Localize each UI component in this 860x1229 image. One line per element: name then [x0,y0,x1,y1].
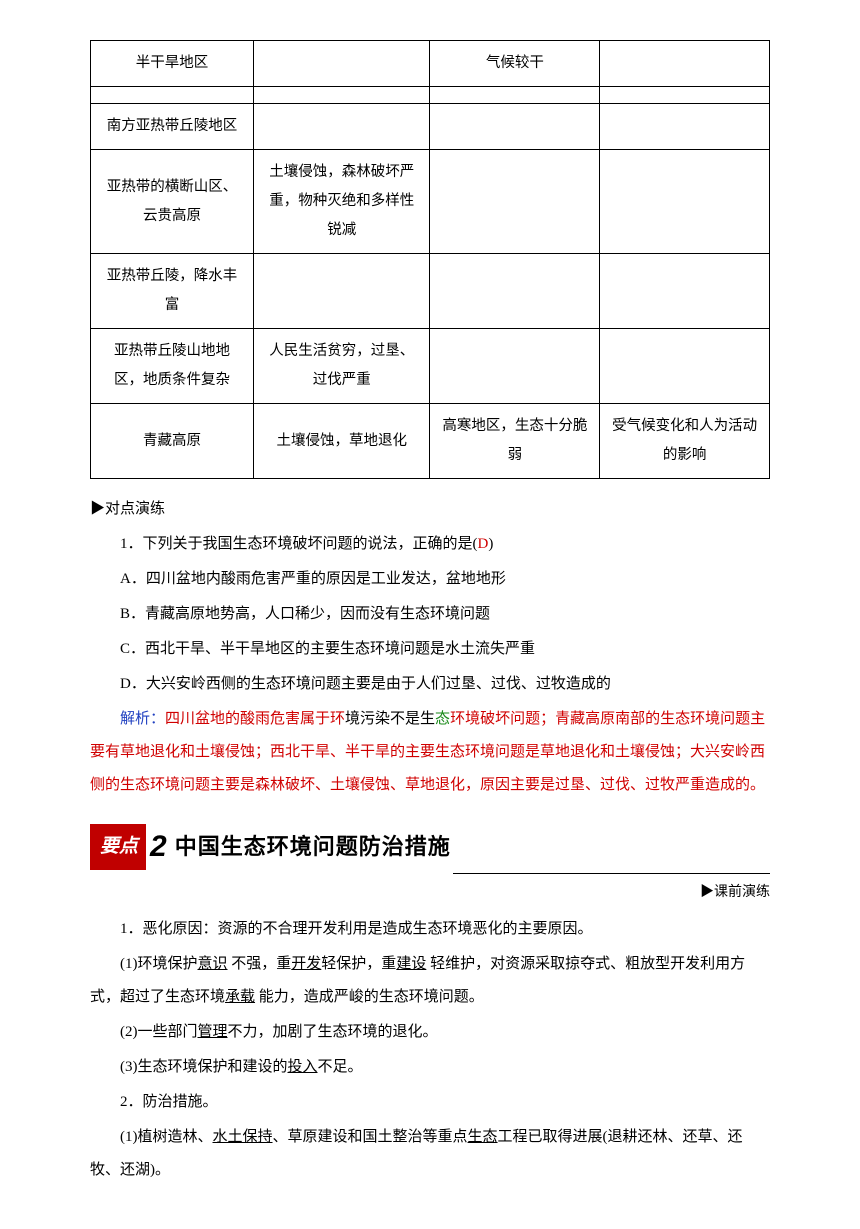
cell: 亚热带的横断山区、云贵高原 [91,150,254,254]
analysis-text-3: 态 [435,711,450,727]
point-2-1: (1)植树造林、水土保持、草原建设和国土整治等重点生态工程已取得进展(退耕还林、… [90,1121,770,1187]
cell [430,104,600,150]
cell [91,87,254,104]
heading-number: 2 [150,814,167,880]
underline-word: 建设 [396,956,426,972]
underline-word: 承载 [225,989,255,1005]
answer-letter: D [478,536,489,552]
heading-title: 中国生态环境问题防治措施 [175,823,451,871]
cell: 气候较干 [430,41,600,87]
point-1-2: (2)一些部门管理不力，加剧了生态环境的退化。 [90,1016,770,1049]
analysis-label: 解析： [120,711,165,727]
txt: (1)环境保护 [120,956,198,972]
underline-word: 意识 [198,956,228,972]
table-row: 南方亚热带丘陵地区 [91,104,770,150]
cell [600,104,770,150]
txt: 能力，造成严峻的生态环境问题。 [255,989,484,1005]
cell [430,150,600,254]
cell [600,254,770,329]
cell [253,104,430,150]
analysis-text-1: 四川盆地的酸雨危害属于环 [165,711,345,727]
cell [253,41,430,87]
cell [600,150,770,254]
analysis-text-2: 境污染不是生 [345,711,435,727]
keypoint-heading: 要点 2 中国生态环境问题防治措施 [90,814,770,880]
cell: 土壤侵蚀，草地退化 [253,404,430,479]
underline-word: 开发 [291,956,321,972]
cell [430,254,600,329]
cell [430,87,600,104]
cell: 人民生活贫穷，过垦、过伐严重 [253,329,430,404]
cell: 高寒地区，生态十分脆弱 [430,404,600,479]
point-1-1: (1)环境保护意识 不强，重开发轻保护，重建设 轻维护，对资源采取掠夺式、粗放型… [90,948,770,1014]
table-row: 亚热带丘陵山地地区，地质条件复杂 人民生活贫穷，过垦、过伐严重 [91,329,770,404]
cell: 受气候变化和人为活动的影响 [600,404,770,479]
underline-word: 生态 [468,1129,498,1145]
point-2: 2．防治措施。 [90,1086,770,1119]
eco-table: 半干旱地区 气候较干 南方亚热带丘陵地区 亚热带的横断山区、云贵高原 土壤侵蚀，… [90,40,770,479]
cell: 土壤侵蚀，森林破坏严重，物种灭绝和多样性锐减 [253,150,430,254]
underline-word: 投入 [288,1059,318,1075]
txt: (3)生态环境保护和建设的 [120,1059,288,1075]
txt: 、草原建设和国土整治等重点 [273,1129,468,1145]
question-1-stem: 1．下列关于我国生态环境破坏问题的说法，正确的是(D) [90,528,770,561]
cell [253,254,430,329]
table-row: 亚热带丘陵，降水丰富 [91,254,770,329]
point-1: 1．恶化原因：资源的不合理开发利用是造成生态环境恶化的主要原因。 [90,913,770,946]
cell: 半干旱地区 [91,41,254,87]
table-row: 亚热带的横断山区、云贵高原 土壤侵蚀，森林破坏严重，物种灭绝和多样性锐减 [91,150,770,254]
point-1-3: (3)生态环境保护和建设的投入不足。 [90,1051,770,1084]
cell [600,87,770,104]
analysis: 解析：四川盆地的酸雨危害属于环境污染不是生态环境破坏问题；青藏高原南部的生态环境… [90,703,770,802]
underline-word: 水土保持 [213,1129,273,1145]
txt: (1)植树造林、 [120,1129,213,1145]
txt: 轻保护，重 [321,956,396,972]
pre-class-label: ▶课前演练 [90,878,770,909]
table-row: 半干旱地区 气候较干 [91,41,770,87]
cell: 南方亚热带丘陵地区 [91,104,254,150]
stem-suffix: ) [488,536,493,552]
table-row [91,87,770,104]
cell [600,329,770,404]
cell [430,329,600,404]
exercise-header: ▶对点演练 [90,493,770,526]
option-b: B．青藏高原地势高，人口稀少，因而没有生态环境问题 [90,598,770,631]
heading-line [453,873,770,874]
cell [600,41,770,87]
option-d: D．大兴安岭西侧的生态环境问题主要是由于人们过垦、过伐、过牧造成的 [90,668,770,701]
txt: 不力，加剧了生态环境的退化。 [228,1024,438,1040]
txt: 不足。 [318,1059,363,1075]
txt: (2)一些部门 [120,1024,198,1040]
option-c: C．西北干旱、半干旱地区的主要生态环境问题是水土流失严重 [90,633,770,666]
cell: 青藏高原 [91,404,254,479]
cell [253,87,430,104]
heading-tag: 要点 [90,824,146,870]
cell: 亚热带丘陵山地地区，地质条件复杂 [91,329,254,404]
stem-text: 1．下列关于我国生态环境破坏问题的说法，正确的是( [120,536,478,552]
underline-word: 管理 [198,1024,228,1040]
table-row: 青藏高原 土壤侵蚀，草地退化 高寒地区，生态十分脆弱 受气候变化和人为活动的影响 [91,404,770,479]
txt: 不强，重 [228,956,292,972]
cell: 亚热带丘陵，降水丰富 [91,254,254,329]
option-a: A．四川盆地内酸雨危害严重的原因是工业发达，盆地地形 [90,563,770,596]
